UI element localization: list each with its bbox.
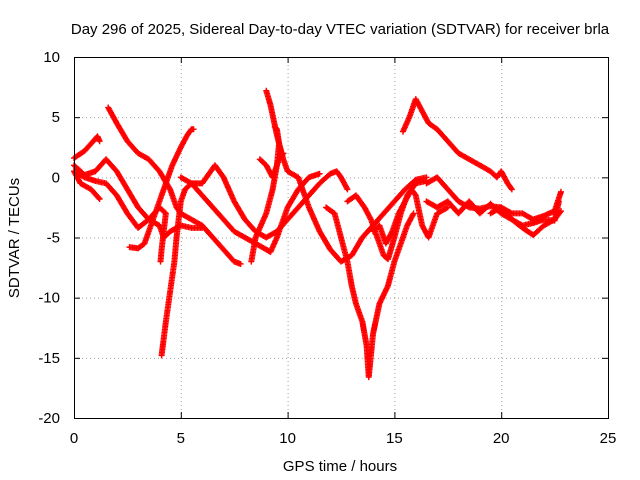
series-sat-p bbox=[423, 174, 565, 223]
x-tick-label: 0 bbox=[70, 430, 78, 447]
data-point bbox=[558, 208, 565, 215]
y-tick-label: 5 bbox=[52, 109, 60, 126]
data-point bbox=[96, 195, 103, 202]
data-point bbox=[271, 123, 278, 130]
data-point bbox=[410, 210, 417, 217]
x-tick-label: 10 bbox=[279, 430, 296, 447]
y-axis-label: SDTVAR / TECUs bbox=[6, 178, 23, 298]
data-point bbox=[272, 124, 279, 131]
x-axis-label: GPS time / hours bbox=[283, 458, 397, 475]
data-point bbox=[344, 186, 351, 193]
series-sat-l bbox=[323, 204, 417, 381]
data-point bbox=[555, 198, 562, 205]
y-tick-label: -10 bbox=[38, 290, 60, 307]
x-tick-label: 25 bbox=[600, 430, 617, 447]
y-tick-label: 10 bbox=[43, 49, 60, 66]
x-tick-label: 5 bbox=[177, 430, 185, 447]
plot-frame bbox=[74, 57, 609, 419]
series-sat-b bbox=[71, 168, 103, 202]
data-point bbox=[508, 185, 515, 192]
series-sat-e bbox=[71, 168, 169, 265]
data-point bbox=[558, 188, 565, 195]
data-point bbox=[190, 126, 197, 133]
data-point bbox=[508, 186, 515, 193]
data-point bbox=[166, 185, 173, 192]
axis-ticks: 0 5 10 15 20 25 -20 -15 -10 -5 0 5 10 bbox=[38, 49, 616, 447]
data-point bbox=[237, 260, 244, 267]
data-point bbox=[557, 209, 564, 216]
y-tick-label: 0 bbox=[52, 169, 60, 186]
data-points bbox=[71, 87, 565, 381]
series-sat-n bbox=[370, 186, 451, 247]
chart-title: Day 296 of 2025, Sidereal Day-to-day VTE… bbox=[71, 21, 610, 38]
data-point bbox=[280, 150, 287, 157]
series-sat-o bbox=[399, 96, 515, 193]
series-sat-f bbox=[126, 126, 197, 252]
series-sat-k bbox=[256, 150, 287, 181]
x-tick-label: 20 bbox=[493, 430, 510, 447]
series-sat-i bbox=[263, 87, 430, 265]
data-point bbox=[95, 194, 102, 201]
series-sat-a bbox=[71, 133, 103, 162]
x-tick-label: 15 bbox=[386, 430, 403, 447]
data-point bbox=[316, 170, 323, 177]
y-tick-label: -5 bbox=[47, 230, 60, 247]
data-point bbox=[96, 138, 103, 145]
y-tick-label: -20 bbox=[38, 410, 60, 427]
y-tick-label: -15 bbox=[38, 350, 60, 367]
data-point bbox=[157, 258, 164, 265]
data-point bbox=[411, 191, 418, 198]
data-point bbox=[279, 151, 286, 158]
series-sat-r bbox=[487, 204, 565, 239]
series-sat-d bbox=[105, 104, 244, 267]
